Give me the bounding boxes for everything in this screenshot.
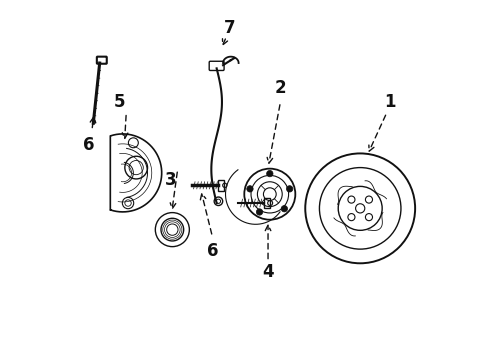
- Text: 6: 6: [207, 242, 218, 260]
- Bar: [264, 198, 270, 208]
- Bar: [218, 180, 224, 191]
- Circle shape: [267, 170, 273, 177]
- Text: 5: 5: [113, 93, 125, 111]
- Text: 7: 7: [224, 19, 236, 37]
- Text: 3: 3: [165, 171, 176, 189]
- Circle shape: [247, 186, 253, 192]
- Text: 1: 1: [385, 93, 396, 111]
- Text: 2: 2: [274, 79, 286, 97]
- Circle shape: [287, 186, 293, 192]
- Circle shape: [281, 206, 288, 212]
- Text: 6: 6: [83, 136, 94, 154]
- Circle shape: [256, 209, 263, 215]
- Text: 4: 4: [262, 263, 274, 281]
